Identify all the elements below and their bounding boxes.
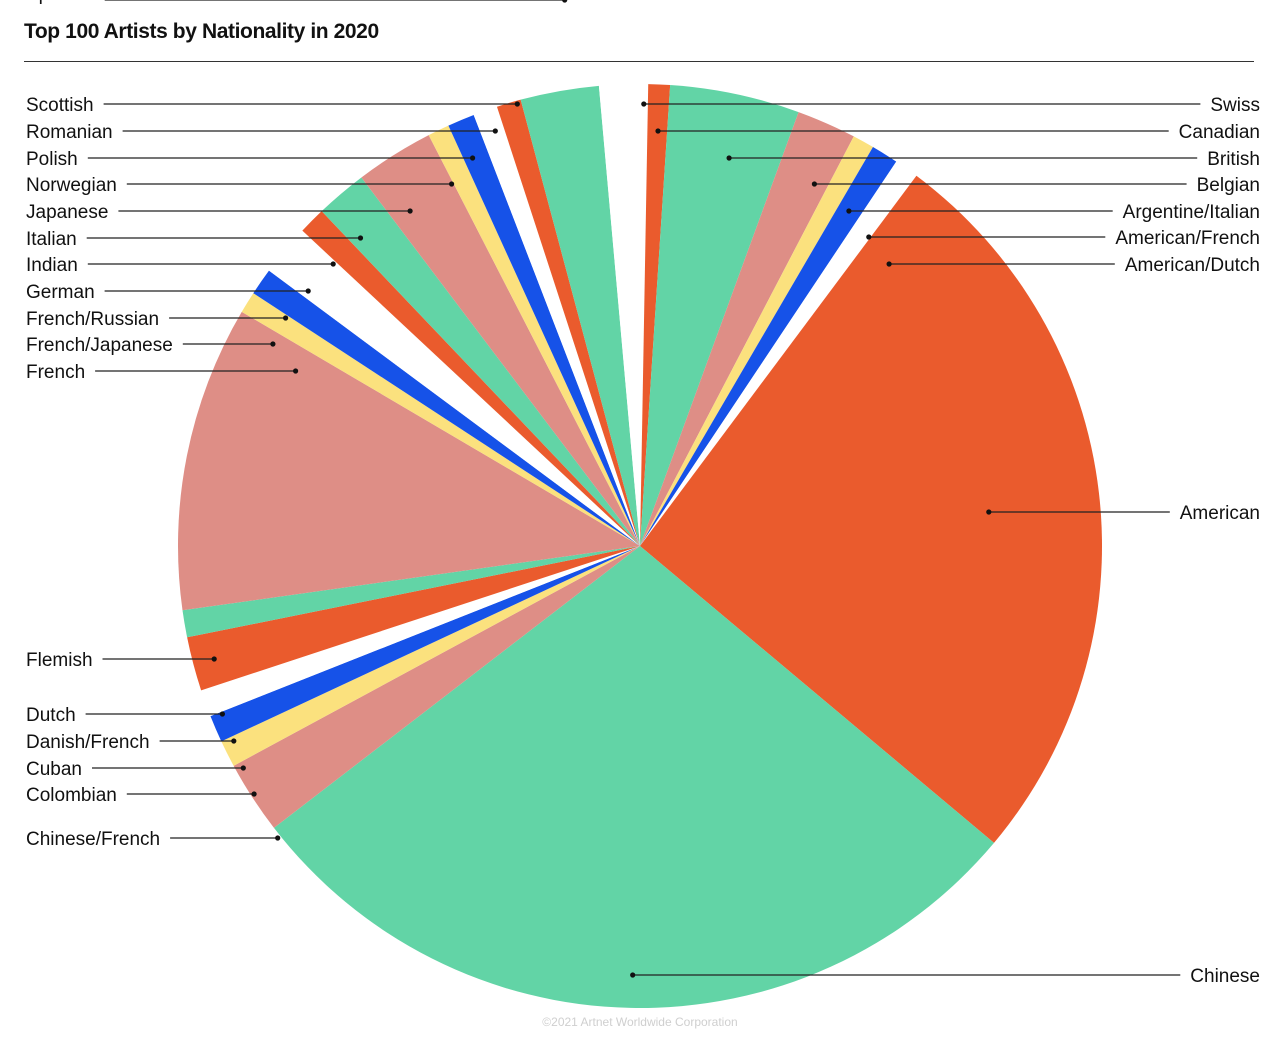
leader-dot-french-russian	[283, 315, 289, 321]
leader-dot-dutch	[219, 711, 225, 717]
leader-dot-cuban	[240, 765, 246, 771]
slice-label-canadian: Canadian	[1179, 122, 1260, 143]
slice-label-norwegian: Norwegian	[26, 175, 117, 196]
leader-dot-scottish	[514, 101, 520, 107]
pie-slice-american-french	[640, 147, 897, 547]
leader-dot-chinese	[630, 972, 636, 978]
slice-label-chinese-french: Chinese/French	[26, 829, 160, 850]
slice-label-dutch: Dutch	[26, 705, 76, 726]
slice-label-colombian: Colombian	[26, 785, 117, 806]
pie-slice-romanian	[473, 106, 640, 546]
leader-lines	[85, 0, 1201, 978]
leader-dot-chinese-french	[275, 835, 281, 841]
pie-slice-french	[177, 311, 640, 611]
leader-dot-spanish	[562, 0, 568, 3]
pie-slice-german	[268, 230, 640, 546]
slice-label-chinese: Chinese	[1190, 966, 1260, 987]
slice-label-italian: Italian	[26, 229, 77, 250]
pie-slice-indian	[302, 211, 640, 546]
pie-slice-danish-french	[201, 546, 640, 717]
slice-label-danish-french: Danish/French	[26, 732, 150, 753]
leader-dot-swiss	[641, 101, 647, 107]
leader-dot-polish	[470, 155, 476, 161]
pie-slice-italian	[321, 177, 640, 546]
pie-slice-belgian	[640, 112, 854, 546]
pie-slice-dutch	[187, 546, 641, 691]
pie-slice-cuban	[210, 546, 640, 742]
leader-dot-norwegian	[449, 181, 455, 187]
pie-slice-japanese	[361, 135, 640, 547]
leader-dot-romanian	[492, 128, 498, 134]
slice-label-spanish: Spanish	[26, 0, 95, 5]
pie-slice-british	[640, 84, 799, 547]
leader-dot-flemish	[211, 656, 217, 662]
title-divider	[24, 61, 1254, 62]
leader-dot-american	[986, 509, 992, 515]
leader-dot-american-french	[866, 234, 872, 240]
slice-label-american-french: American/French	[1115, 228, 1260, 249]
pie-slice-american	[640, 175, 1103, 843]
pie-slice-canadian	[640, 84, 671, 546]
slice-label-french-russian: French/Russian	[26, 309, 159, 330]
pie-slice-spanish	[520, 85, 640, 546]
pie-slice-chinese-french	[233, 546, 640, 828]
leader-dot-belgian	[811, 181, 818, 187]
leader-dot-american-dutch	[886, 261, 892, 267]
slice-label-indian: Indian	[26, 255, 78, 276]
leader-dot-danish-french	[231, 738, 237, 744]
leader-dot-colombian	[251, 791, 257, 797]
slice-label-american-dutch: American/Dutch	[1125, 255, 1260, 276]
leader-dot-argentine-italian	[846, 208, 852, 214]
pie-slice-french-japanese	[241, 293, 641, 546]
pie-slice-chinese	[273, 546, 995, 1008]
pie-slice-norwegian	[428, 125, 640, 546]
pie-slice-colombian	[221, 546, 640, 766]
slice-labels: Swiss Canadian British Belgian Argentine/Ita…	[26, 0, 1260, 987]
pie-slice-american-dutch	[640, 161, 917, 546]
slice-label-romanian: Romanian	[26, 122, 113, 143]
pie-slice-scottish	[496, 99, 640, 547]
slice-label-american: American	[1180, 503, 1260, 524]
leader-dot-japanese	[407, 208, 413, 214]
slice-label-flemish: Flemish	[26, 650, 93, 671]
slice-label-french-japanese: French/Japanese	[26, 335, 173, 356]
slice-label-british: British	[1207, 149, 1260, 170]
pie-slice-polish	[448, 114, 640, 546]
slice-label-german: German	[26, 282, 95, 303]
leader-dot-british	[726, 155, 732, 161]
leader-dot-french-japanese	[270, 341, 276, 347]
slice-label-belgian: Belgian	[1197, 175, 1260, 196]
pie-slices	[177, 83, 1103, 1008]
slice-label-french: French	[26, 362, 85, 383]
pie-slice-swiss	[640, 83, 649, 546]
leader-dot-indian	[330, 261, 336, 267]
slice-label-cuban: Cuban	[26, 759, 82, 780]
slice-label-polish: Polish	[26, 149, 78, 170]
pie-slice-flemish	[182, 546, 641, 638]
copyright-credit: ©2021 Artnet Worldwide Corporation	[542, 1015, 738, 1029]
slice-label-scottish: Scottish	[26, 95, 94, 116]
leader-dot-italian	[357, 235, 364, 241]
pie-slice-french-russian	[253, 270, 640, 546]
slice-label-argentine-italian: Argentine/Italian	[1123, 202, 1260, 223]
leader-dot-german	[305, 288, 311, 294]
leader-dot-french	[293, 368, 299, 374]
leader-dot-canadian	[655, 128, 661, 134]
chart-title: Top 100 Artists by Nationality in 2020	[24, 20, 379, 43]
slice-label-swiss: Swiss	[1210, 95, 1260, 116]
pie-slice-unlabeled	[598, 84, 640, 546]
pie-slice-argentine-italian	[640, 136, 873, 546]
slice-label-japanese: Japanese	[26, 202, 108, 223]
